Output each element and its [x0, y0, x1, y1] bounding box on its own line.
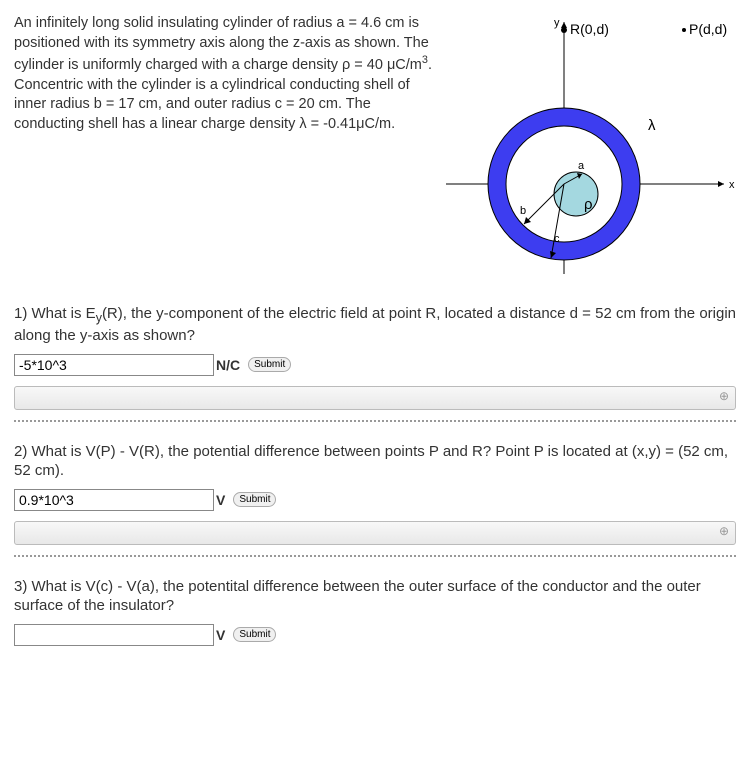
submit-button-1[interactable]: Submit: [248, 357, 291, 372]
feedback-bar[interactable]: [14, 521, 736, 545]
P-label: P(d,d): [689, 21, 727, 37]
question-2: 2) What is V(P) - V(R), the potential di…: [14, 442, 736, 481]
answer-input-3[interactable]: [14, 624, 214, 646]
answer-input-1[interactable]: [14, 354, 214, 376]
feedback-bar[interactable]: [14, 386, 736, 410]
problem-statement: An infinitely long solid insulating cyli…: [14, 14, 436, 134]
question-1: 1) What is Ey(R), the y-component of the…: [14, 304, 736, 346]
diagram: x y ρ a b c λ R(0,: [446, 14, 736, 274]
unit-label: V: [216, 492, 225, 508]
divider: [14, 420, 736, 422]
lambda-label: λ: [648, 117, 656, 134]
divider: [14, 555, 736, 557]
unit-label: N/C: [216, 357, 240, 373]
a-label: a: [578, 160, 585, 172]
c-label: c: [554, 233, 560, 245]
R-label: R(0,d): [570, 21, 609, 37]
question-3: 3) What is V(c) - V(a), the potentital d…: [14, 577, 736, 616]
axis-y-label: y: [554, 17, 560, 29]
unit-label: V: [216, 627, 225, 643]
b-label: b: [520, 205, 526, 217]
submit-button-3[interactable]: Submit: [233, 627, 276, 642]
submit-button-2[interactable]: Submit: [233, 492, 276, 507]
answer-input-2[interactable]: [14, 489, 214, 511]
rho-label: ρ: [584, 196, 593, 213]
axis-x-label: x: [729, 179, 735, 191]
